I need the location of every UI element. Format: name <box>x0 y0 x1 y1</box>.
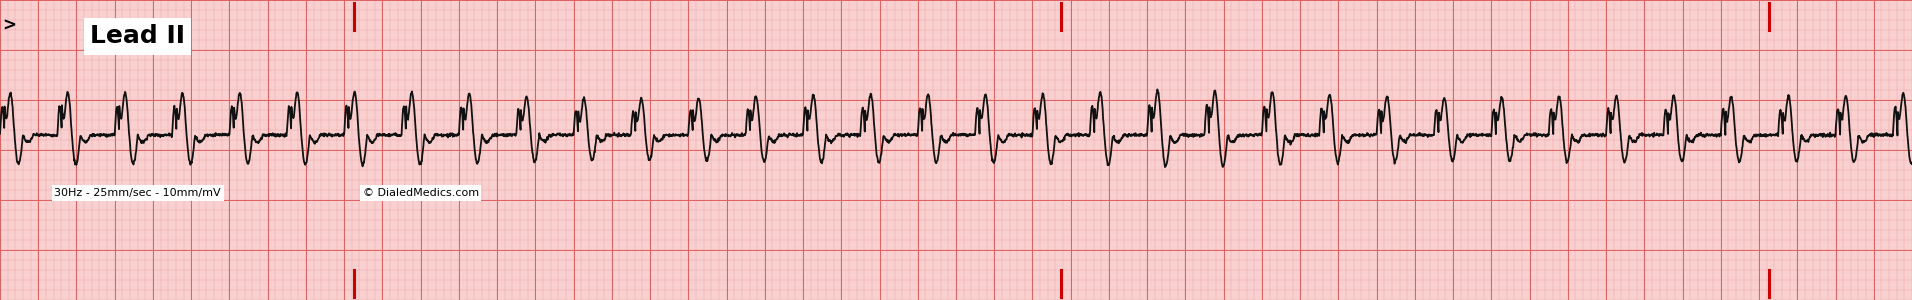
Text: © DialedMedics.com: © DialedMedics.com <box>363 188 478 198</box>
Text: >: > <box>2 16 17 34</box>
Text: 30Hz - 25mm/sec - 10mm/mV: 30Hz - 25mm/sec - 10mm/mV <box>54 188 222 198</box>
Text: Lead II: Lead II <box>90 24 185 48</box>
